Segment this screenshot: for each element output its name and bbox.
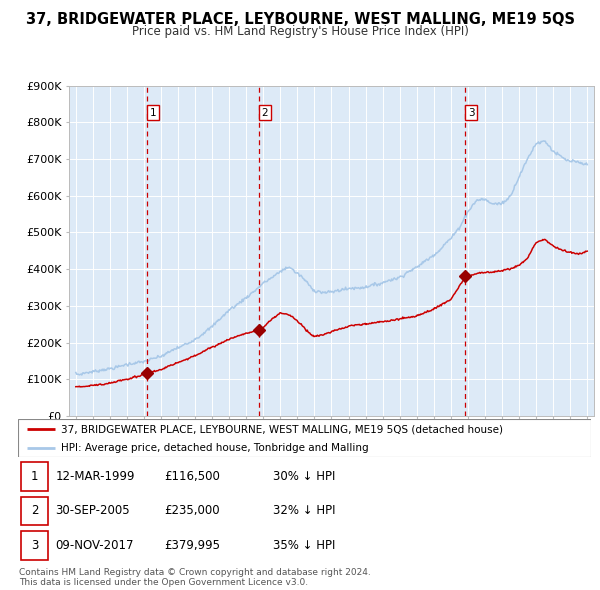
Text: 3: 3 — [31, 539, 38, 552]
Text: 1: 1 — [150, 107, 157, 117]
Text: 32% ↓ HPI: 32% ↓ HPI — [273, 504, 335, 517]
Bar — [21, 531, 49, 559]
Text: 2: 2 — [31, 504, 38, 517]
Text: £379,995: £379,995 — [164, 539, 220, 552]
Text: 3: 3 — [468, 107, 475, 117]
Text: 30% ↓ HPI: 30% ↓ HPI — [273, 470, 335, 483]
Text: Price paid vs. HM Land Registry's House Price Index (HPI): Price paid vs. HM Land Registry's House … — [131, 25, 469, 38]
Text: Contains HM Land Registry data © Crown copyright and database right 2024.
This d: Contains HM Land Registry data © Crown c… — [19, 568, 371, 587]
Text: 2: 2 — [262, 107, 268, 117]
Text: 09-NOV-2017: 09-NOV-2017 — [55, 539, 134, 552]
Bar — [21, 497, 49, 525]
Text: 12-MAR-1999: 12-MAR-1999 — [55, 470, 135, 483]
Bar — [21, 463, 49, 491]
Text: 30-SEP-2005: 30-SEP-2005 — [55, 504, 130, 517]
Text: 35% ↓ HPI: 35% ↓ HPI — [273, 539, 335, 552]
Text: 37, BRIDGEWATER PLACE, LEYBOURNE, WEST MALLING, ME19 5QS: 37, BRIDGEWATER PLACE, LEYBOURNE, WEST M… — [25, 12, 575, 27]
Text: 37, BRIDGEWATER PLACE, LEYBOURNE, WEST MALLING, ME19 5QS (detached house): 37, BRIDGEWATER PLACE, LEYBOURNE, WEST M… — [61, 424, 503, 434]
Text: HPI: Average price, detached house, Tonbridge and Malling: HPI: Average price, detached house, Tonb… — [61, 442, 368, 453]
Text: £116,500: £116,500 — [164, 470, 220, 483]
Text: £235,000: £235,000 — [164, 504, 220, 517]
Text: 1: 1 — [31, 470, 38, 483]
